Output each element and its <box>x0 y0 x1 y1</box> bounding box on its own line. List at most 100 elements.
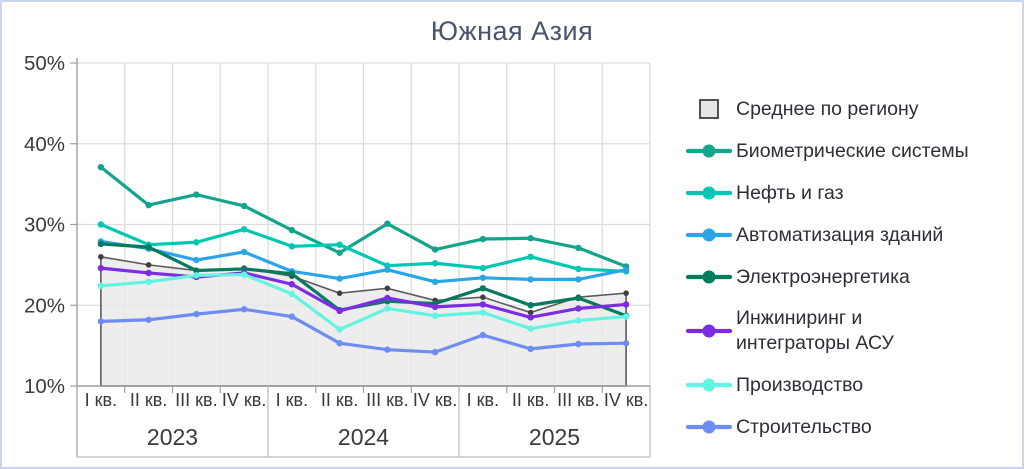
point-power <box>527 302 534 309</box>
legend-line-marker-icon <box>686 186 732 200</box>
point-oil-gas <box>527 253 534 260</box>
y-tick-label: 30% <box>24 214 65 237</box>
x-tick-label: I кв. <box>85 390 117 410</box>
legend-label: Автоматизация зданий <box>736 223 944 246</box>
legend-label: Инжиниринг и интеграторы АСУ <box>736 307 894 354</box>
point-oil-gas <box>431 260 439 267</box>
point-building-automation <box>336 275 343 282</box>
point-average <box>98 254 104 260</box>
point-building-automation <box>622 266 630 273</box>
point-engineering-asu <box>527 314 534 321</box>
point-average <box>480 294 486 300</box>
year-label: 2025 <box>529 424 580 450</box>
point-oil-gas <box>336 241 343 248</box>
legend-item-average: Среднее по региону <box>686 96 1006 122</box>
point-manufacturing <box>384 305 391 312</box>
point-oil-gas <box>240 226 248 233</box>
point-construction <box>145 316 152 323</box>
x-tick-label: IV кв. <box>222 390 266 410</box>
point-manufacturing <box>575 317 582 324</box>
point-construction <box>384 346 391 353</box>
legend-label: Электроэнергетика <box>736 265 910 288</box>
point-building-automation <box>479 274 487 281</box>
point-power <box>288 270 296 277</box>
legend-label: Биометрические системы <box>736 139 969 162</box>
point-manufacturing <box>336 326 343 333</box>
series-line-manufacturing <box>99 272 628 332</box>
legend: Среднее по региону Биометрические системы… <box>686 96 1006 440</box>
legend-item-manufacturing: Производство <box>686 372 1006 398</box>
point-power <box>193 267 200 274</box>
point-construction <box>97 318 105 325</box>
point-engineering-asu <box>479 301 487 308</box>
point-engineering-asu <box>97 264 105 272</box>
legend-label: Строительство <box>736 415 872 438</box>
legend-item-oil-gas: Нефть и газ <box>686 180 1006 206</box>
point-manufacturing <box>431 312 439 319</box>
legend-label: Нефть и газ <box>736 181 844 204</box>
point-manufacturing <box>97 282 105 290</box>
year-label: 2023 <box>147 424 198 450</box>
point-manufacturing <box>193 272 200 279</box>
point-building-automation <box>193 256 200 264</box>
point-construction <box>193 310 200 318</box>
legend-swatch-icon <box>699 99 719 119</box>
point-construction <box>527 345 534 353</box>
point-biometrics <box>288 226 296 234</box>
point-manufacturing <box>622 313 630 320</box>
point-building-automation <box>527 276 534 283</box>
y-tick-label: 20% <box>24 294 65 317</box>
x-tick-label: III кв. <box>366 390 408 410</box>
legend-label: Среднее по региону <box>736 97 919 120</box>
x-tick-label: II кв. <box>321 390 358 410</box>
point-oil-gas <box>288 243 296 250</box>
point-biometrics <box>479 235 487 243</box>
legend-label: Производство <box>736 373 864 396</box>
point-power <box>145 243 152 251</box>
point-engineering-asu <box>145 269 152 277</box>
series-line-construction <box>99 307 628 354</box>
legend-line-marker-icon <box>686 324 732 338</box>
series-line-biometrics <box>99 165 628 269</box>
y-tick-label: 50% <box>24 52 65 75</box>
point-building-automation <box>575 276 582 283</box>
point-manufacturing <box>288 290 296 298</box>
legend-line-marker-icon <box>686 270 732 284</box>
point-building-automation <box>384 266 391 273</box>
legend-line-marker-icon <box>686 228 732 242</box>
legend-item-power: Электроэнергетика <box>686 264 1006 290</box>
point-biometrics <box>527 235 534 242</box>
x-tick-label: I кв. <box>467 390 499 410</box>
point-oil-gas <box>97 221 105 228</box>
legend-item-building-automation: Автоматизация зданий <box>686 222 1006 248</box>
point-construction <box>479 331 487 339</box>
point-average <box>623 290 629 296</box>
legend-line-marker-icon <box>686 378 732 392</box>
point-building-automation <box>431 278 439 286</box>
point-biometrics <box>575 244 582 252</box>
axes <box>70 58 651 458</box>
point-engineering-asu <box>336 307 343 315</box>
point-biometrics <box>145 201 152 209</box>
chart-title: Южная Азия <box>430 16 594 46</box>
point-construction <box>240 306 248 313</box>
point-manufacturing <box>527 325 534 332</box>
point-oil-gas <box>575 265 582 273</box>
series <box>97 163 630 387</box>
point-manufacturing <box>479 309 487 316</box>
point-power <box>575 294 582 302</box>
point-construction <box>431 348 439 356</box>
y-tick-label: 10% <box>24 375 65 398</box>
point-biometrics <box>193 191 200 198</box>
series-line-building-automation <box>99 239 628 284</box>
point-engineering-asu <box>288 281 296 288</box>
point-engineering-asu <box>431 303 439 311</box>
point-biometrics <box>336 249 343 256</box>
point-manufacturing <box>240 271 248 278</box>
point-construction <box>288 313 296 320</box>
point-oil-gas <box>193 239 200 246</box>
point-average <box>145 262 152 268</box>
x-tick-label: II кв. <box>130 390 167 410</box>
